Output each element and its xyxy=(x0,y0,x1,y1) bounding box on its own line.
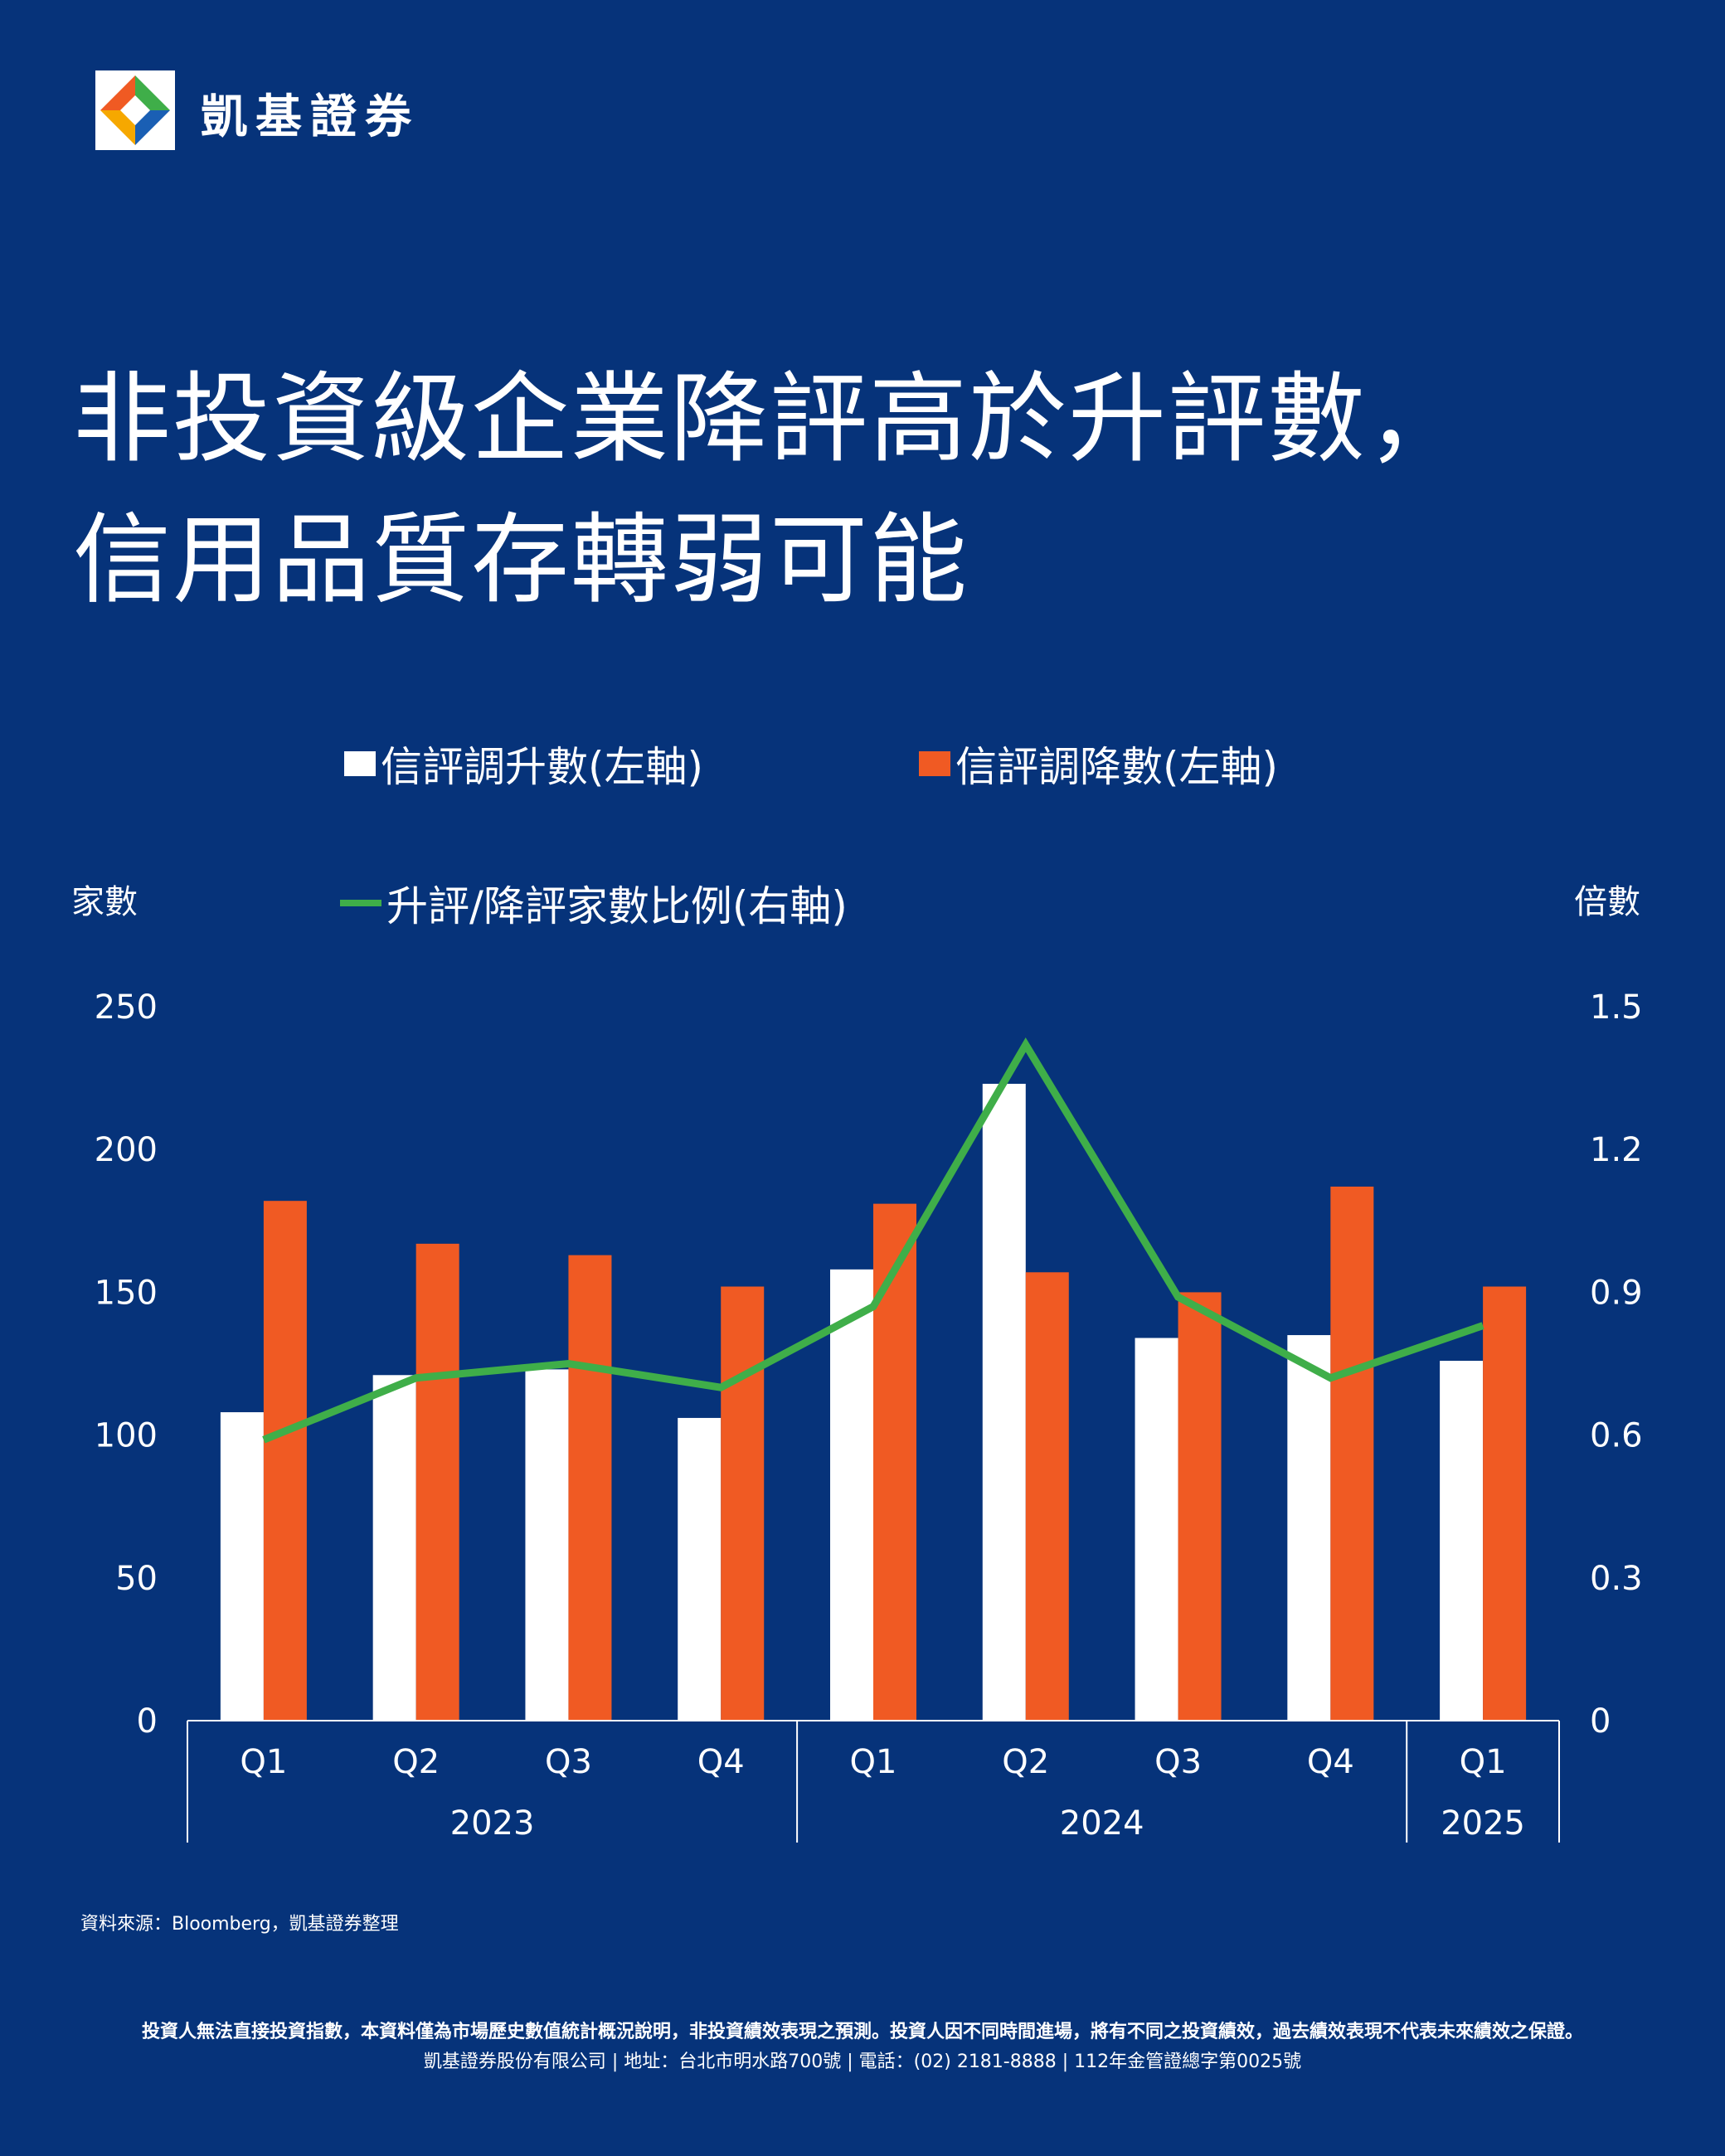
category-tick-label: Q2 xyxy=(392,1743,440,1781)
category-tick-label: Q4 xyxy=(697,1743,745,1781)
legend-upgrades: 信評調升數(左軸) xyxy=(344,734,703,794)
upgrade-bar-4 xyxy=(830,1269,873,1721)
right-tick-label: 0.6 xyxy=(1590,1417,1643,1455)
year-group-label: 2023 xyxy=(450,1804,535,1843)
category-tick-label: Q2 xyxy=(1002,1743,1049,1781)
brand-logo-icon xyxy=(95,70,175,150)
company-info: 凱基證券股份有限公司 | 地址：台北市明水路700號 | 電話：(02) 218… xyxy=(423,2052,1302,2072)
legend-ratio-swatch xyxy=(340,900,381,906)
downgrade-bar-6 xyxy=(1178,1292,1222,1721)
downgrade-bar-1 xyxy=(415,1243,459,1721)
legend-downgrades-label: 信評調降數(左軸) xyxy=(955,743,1279,791)
upgrade-bar-7 xyxy=(1287,1335,1331,1721)
left-tick-label: 200 xyxy=(95,1131,158,1169)
category-tick-label: Q1 xyxy=(1460,1743,1507,1781)
downgrade-bar-3 xyxy=(721,1286,765,1721)
category-tick-label: Q3 xyxy=(545,1743,592,1781)
upgrade-bar-5 xyxy=(982,1083,1026,1721)
right-tick-label: 0.3 xyxy=(1590,1560,1643,1598)
year-group-label: 2024 xyxy=(1060,1804,1144,1843)
right-tick-label: 0.9 xyxy=(1590,1274,1643,1312)
right-tick-label: 0 xyxy=(1590,1702,1611,1741)
upgrade-bar-0 xyxy=(220,1412,264,1721)
title-line-2: 信用品質存轉弱可能 xyxy=(73,503,969,617)
downgrade-bar-2 xyxy=(568,1255,612,1721)
left-tick-label: 150 xyxy=(95,1274,158,1312)
left-tick-label: 50 xyxy=(115,1560,158,1598)
legend-downgrades-swatch xyxy=(919,751,950,776)
left-tick-label: 100 xyxy=(95,1417,158,1455)
downgrade-bar-4 xyxy=(873,1203,916,1721)
downgrade-bar-8 xyxy=(1483,1286,1527,1721)
legend-ratio: 升評/降評家數比例(右軸) xyxy=(340,873,848,933)
title-line-1: 非投資級企業降評高於升評數， xyxy=(73,362,1467,476)
left-tick-label: 0 xyxy=(137,1702,158,1741)
left-tick-label: 250 xyxy=(95,988,158,1027)
source-note: 資料來源：Bloomberg，凱基證券整理 xyxy=(80,1914,399,1935)
category-tick-label: Q1 xyxy=(850,1743,897,1781)
downgrade-bar-0 xyxy=(263,1201,307,1721)
downgrade-bar-5 xyxy=(1025,1272,1069,1721)
upgrade-bar-6 xyxy=(1135,1338,1178,1721)
brand-name: 凱基證券 xyxy=(201,90,420,144)
disclaimer-text: 投資人無法直接投資指數，本資料僅為市場歷史數值統計概況說明，非投資績效表現之預測… xyxy=(141,2022,1583,2042)
legend-upgrades-swatch xyxy=(344,751,376,776)
upgrade-bar-1 xyxy=(372,1375,416,1721)
right-tick-label: 1.2 xyxy=(1590,1131,1643,1169)
legend-ratio-label: 升評/降評家數比例(右軸) xyxy=(386,882,848,930)
downgrade-bar-7 xyxy=(1330,1186,1374,1721)
left-axis-title: 家數 xyxy=(71,883,138,921)
right-axis-title: 倍數 xyxy=(1574,883,1640,921)
category-tick-label: Q3 xyxy=(1154,1743,1202,1781)
upgrade-bar-8 xyxy=(1440,1361,1484,1721)
upgrade-bar-3 xyxy=(678,1417,722,1721)
legend-downgrades: 信評調降數(左軸) xyxy=(919,734,1278,794)
right-tick-label: 1.5 xyxy=(1590,988,1643,1027)
category-tick-label: Q4 xyxy=(1307,1743,1354,1781)
year-group-label: 2025 xyxy=(1441,1804,1525,1843)
page-title: 非投資級企業降評高於升評數， 信用品質存轉弱可能 xyxy=(73,348,1466,630)
legend-upgrades-label: 信評調升數(左軸) xyxy=(381,743,704,791)
upgrade-bar-2 xyxy=(525,1369,569,1721)
category-tick-label: Q1 xyxy=(240,1743,287,1781)
ratio-line xyxy=(262,1037,1484,1444)
